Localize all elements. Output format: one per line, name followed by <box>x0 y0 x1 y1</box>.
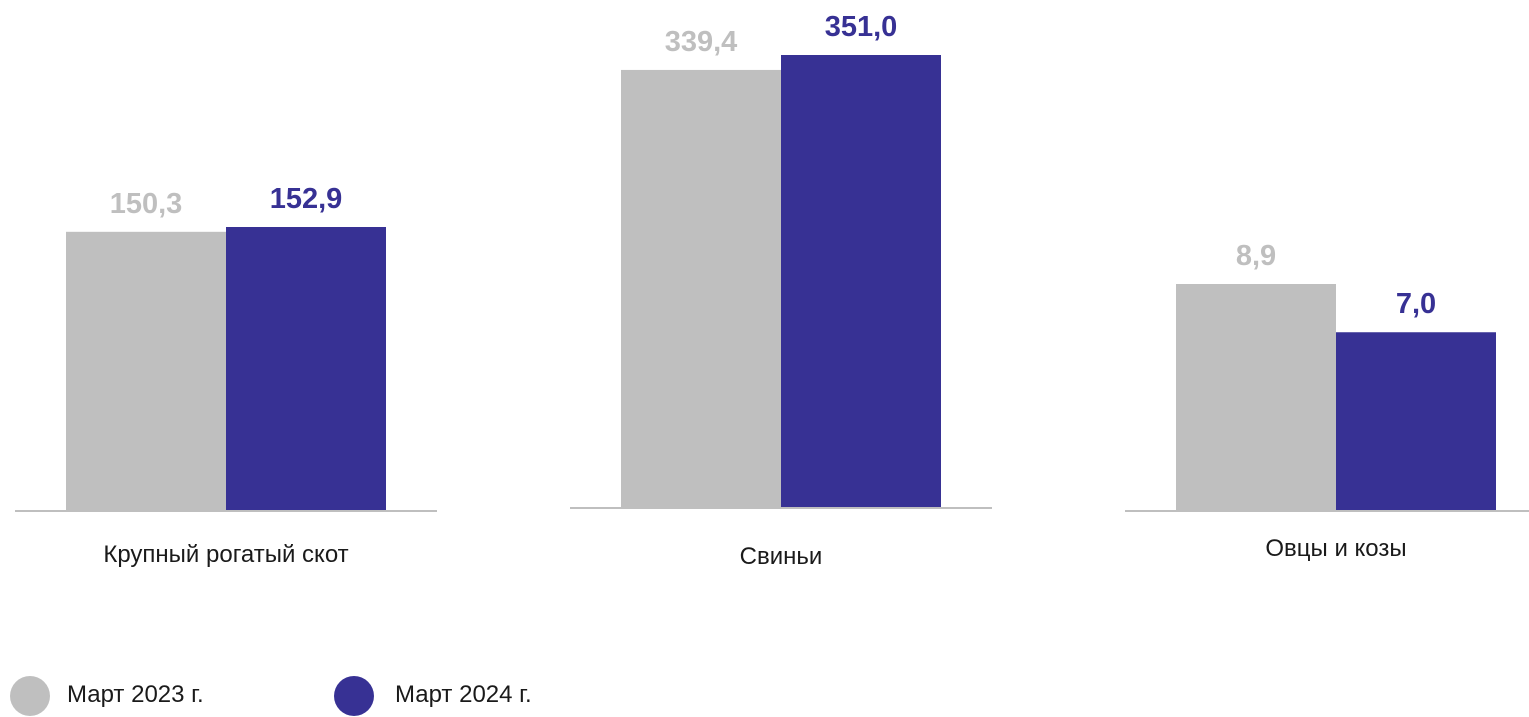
legend-swatch-march-2024 <box>334 676 374 716</box>
bar-cattle-march-2024 <box>226 227 386 510</box>
category-label-pigs: Свиньи <box>740 543 823 570</box>
bar-cattle-march-2023 <box>66 231 226 510</box>
data-label-cattle-march-2023: 150,3 <box>110 188 183 220</box>
category-label-cattle: Крупный рогатый скот <box>103 541 348 568</box>
data-label-cattle-march-2024: 152,9 <box>270 183 343 215</box>
data-label-sheep-goats-march-2024: 7,0 <box>1396 288 1436 320</box>
bar-pigs-march-2024 <box>781 55 941 507</box>
category-label-sheep-goats: Овцы и козы <box>1265 535 1406 562</box>
data-label-pigs-march-2023: 339,4 <box>665 26 738 58</box>
bar-sheep-goats-march-2024 <box>1336 332 1496 510</box>
data-label-sheep-goats-march-2023: 8,9 <box>1236 240 1276 272</box>
legend-swatch-march-2023 <box>10 676 50 716</box>
legend-label-march-2024: Март 2024 г. <box>395 681 532 708</box>
data-label-pigs-march-2024: 351,0 <box>825 11 898 43</box>
legend-label-march-2023: Март 2023 г. <box>67 681 204 708</box>
bar-pigs-march-2023 <box>621 69 781 507</box>
bar-sheep-goats-march-2023 <box>1176 284 1336 510</box>
